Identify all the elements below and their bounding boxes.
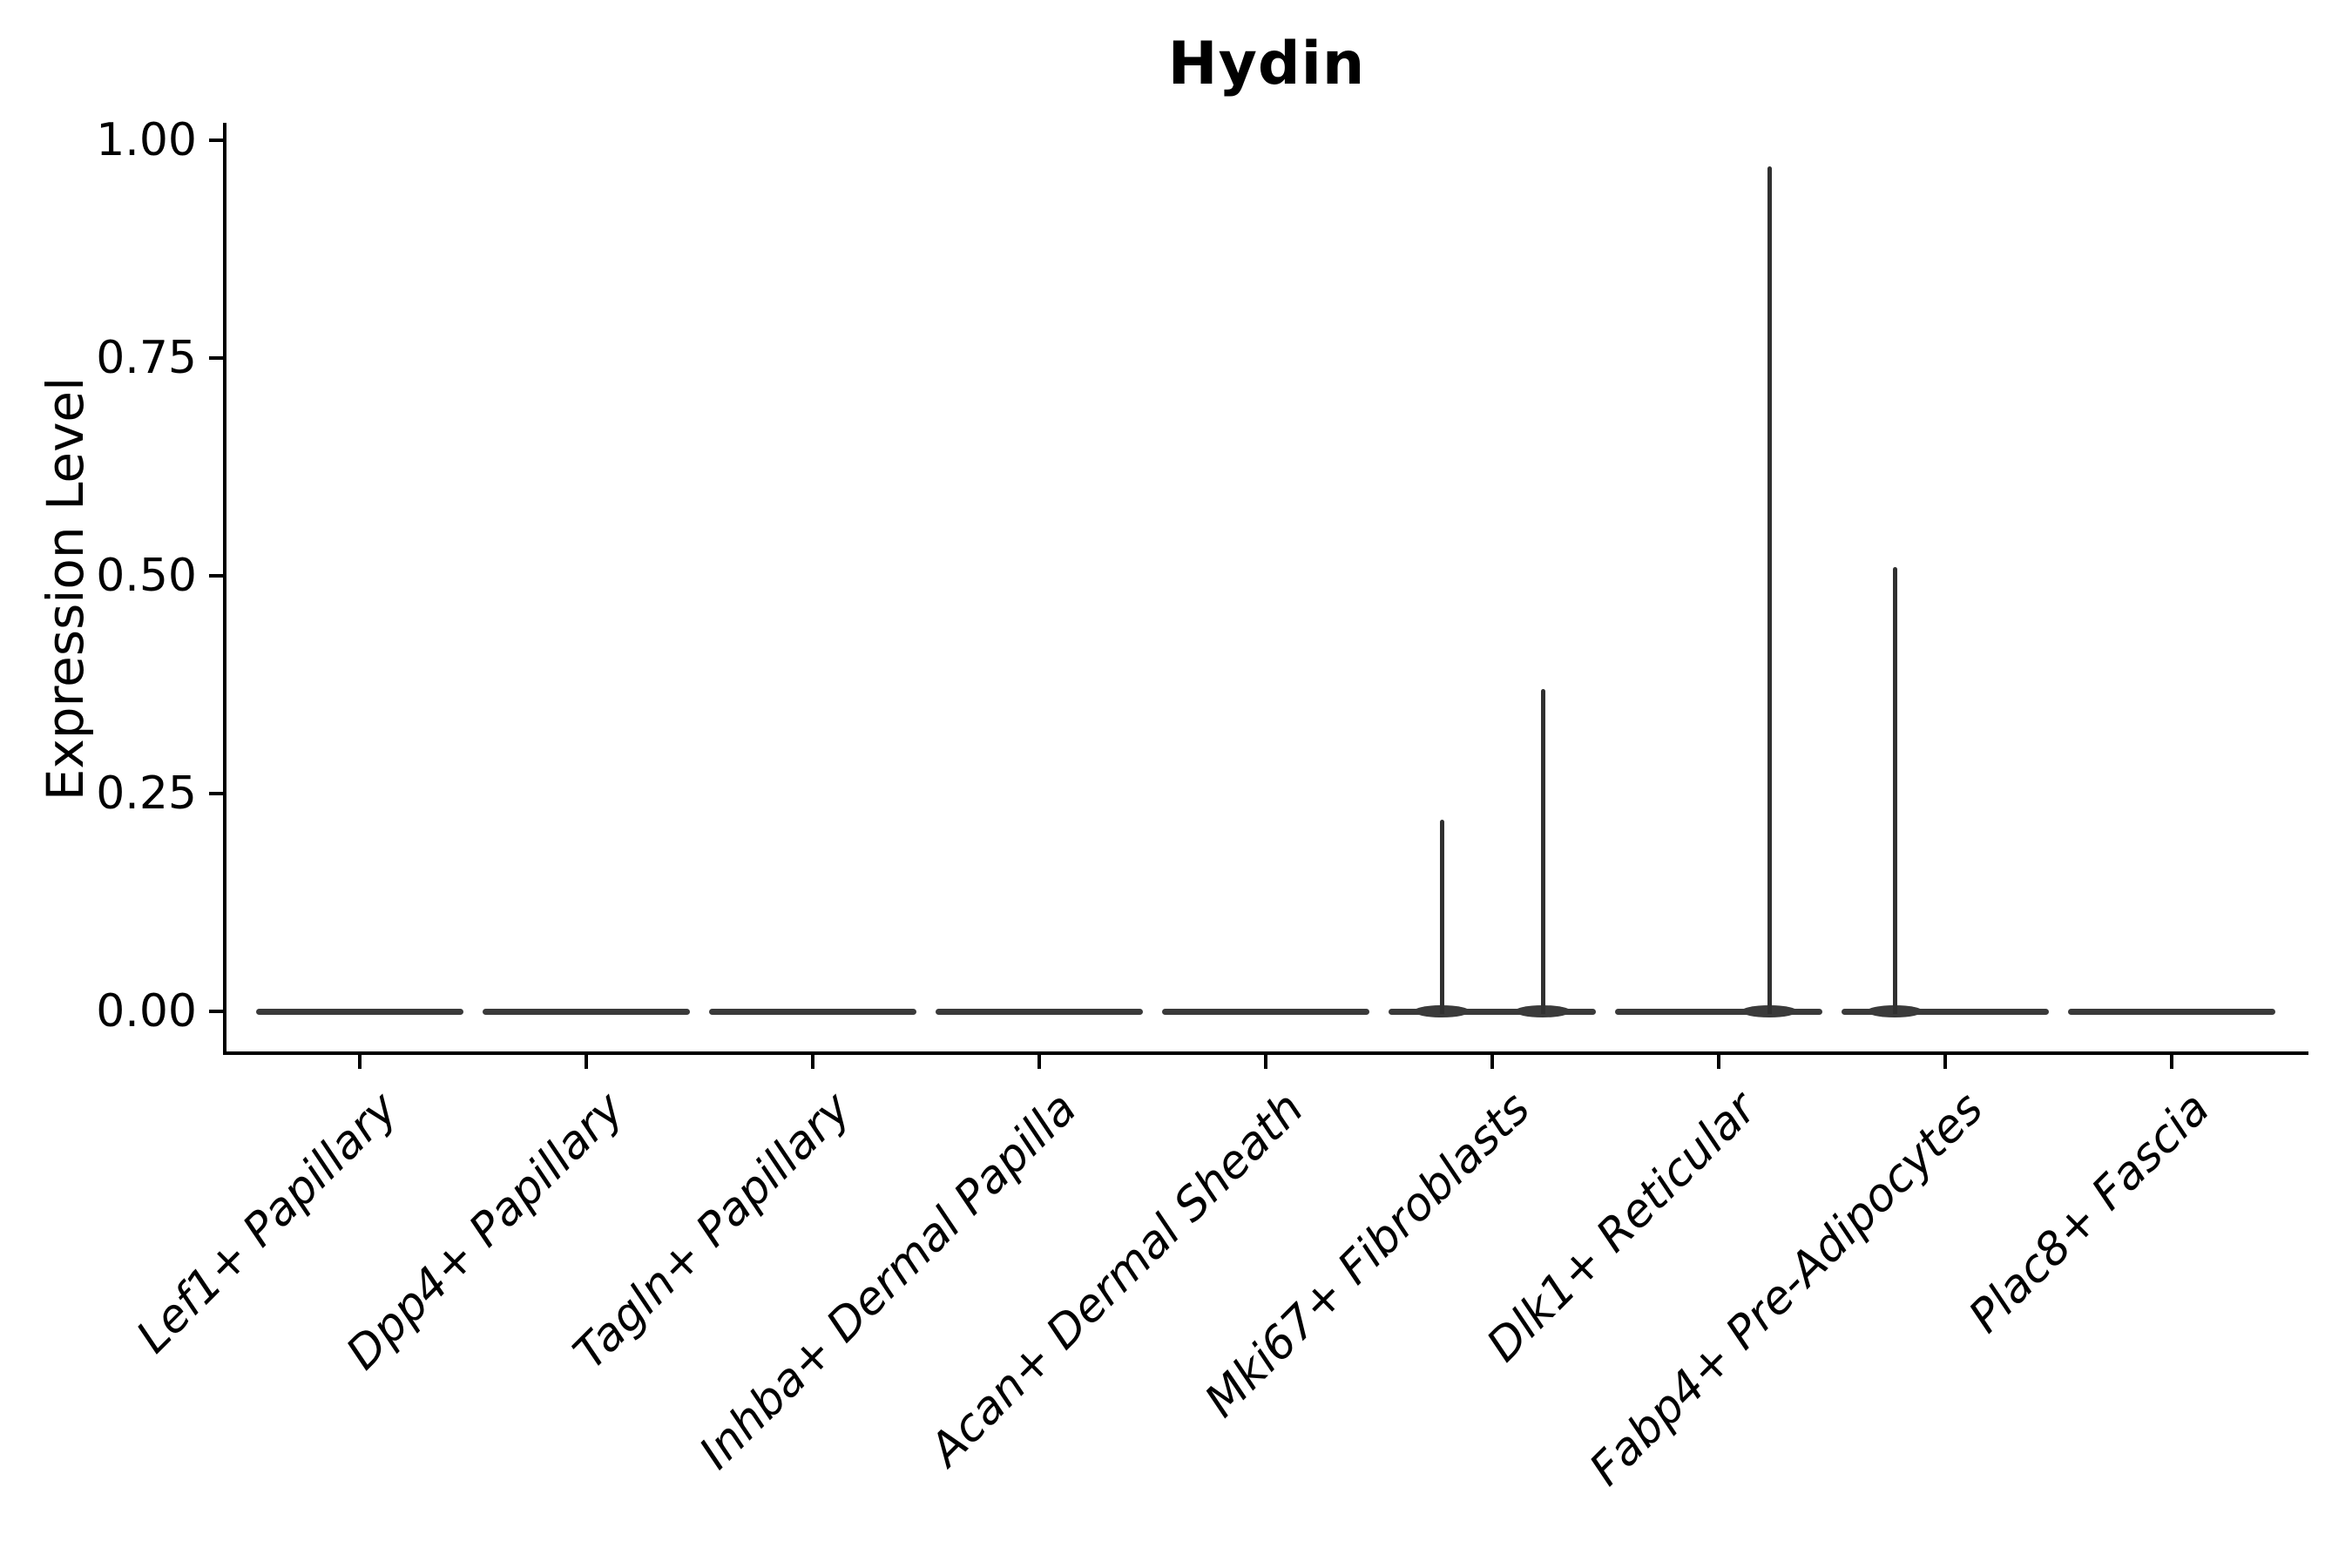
x-tick <box>358 1055 362 1069</box>
y-tick <box>209 139 223 142</box>
violin-body <box>709 1009 916 1015</box>
x-tick-label: Acan+ Dermal Sheath <box>920 1082 1315 1477</box>
violin-body <box>1842 1009 2049 1015</box>
violin-body <box>1162 1009 1369 1015</box>
violin-spike <box>1893 567 1897 1014</box>
x-tick-label: Plac8+ Fascia <box>1958 1082 2220 1343</box>
y-tick-label: 0.75 <box>96 332 197 384</box>
y-tick-label: 0.50 <box>96 550 197 602</box>
y-tick-label: 0.25 <box>96 767 197 820</box>
violin-body <box>1615 1009 1822 1015</box>
violin-body <box>2068 1009 2275 1015</box>
y-tick <box>209 1010 223 1013</box>
y-axis-spine <box>223 123 226 1055</box>
violin-spike <box>1541 689 1545 1014</box>
violin-body <box>936 1009 1143 1015</box>
x-tick <box>585 1055 588 1069</box>
violin-body <box>1389 1009 1596 1015</box>
y-tick <box>209 356 223 360</box>
x-tick <box>1943 1055 1947 1069</box>
y-tick <box>209 574 223 578</box>
x-tick <box>1264 1055 1267 1069</box>
x-axis-spine <box>223 1051 2308 1055</box>
x-tick <box>2170 1055 2173 1069</box>
x-tick-label: Fabp4+ Pre-Adipocytes <box>1579 1082 1994 1497</box>
y-tick-label: 0.00 <box>96 985 197 1037</box>
violin-spike <box>1767 166 1772 1014</box>
violin-body <box>256 1009 463 1015</box>
y-tick-label: 1.00 <box>96 114 197 166</box>
x-tick <box>1717 1055 1720 1069</box>
violin-spike <box>1440 820 1444 1014</box>
violin-body <box>483 1009 690 1015</box>
x-tick <box>1490 1055 1494 1069</box>
x-tick <box>1037 1055 1041 1069</box>
x-tick-label: Inhba+ Dermal Papilla <box>690 1082 1088 1480</box>
chart-title: Hydin <box>1167 30 1366 98</box>
y-tick <box>209 792 223 795</box>
x-tick <box>811 1055 814 1069</box>
